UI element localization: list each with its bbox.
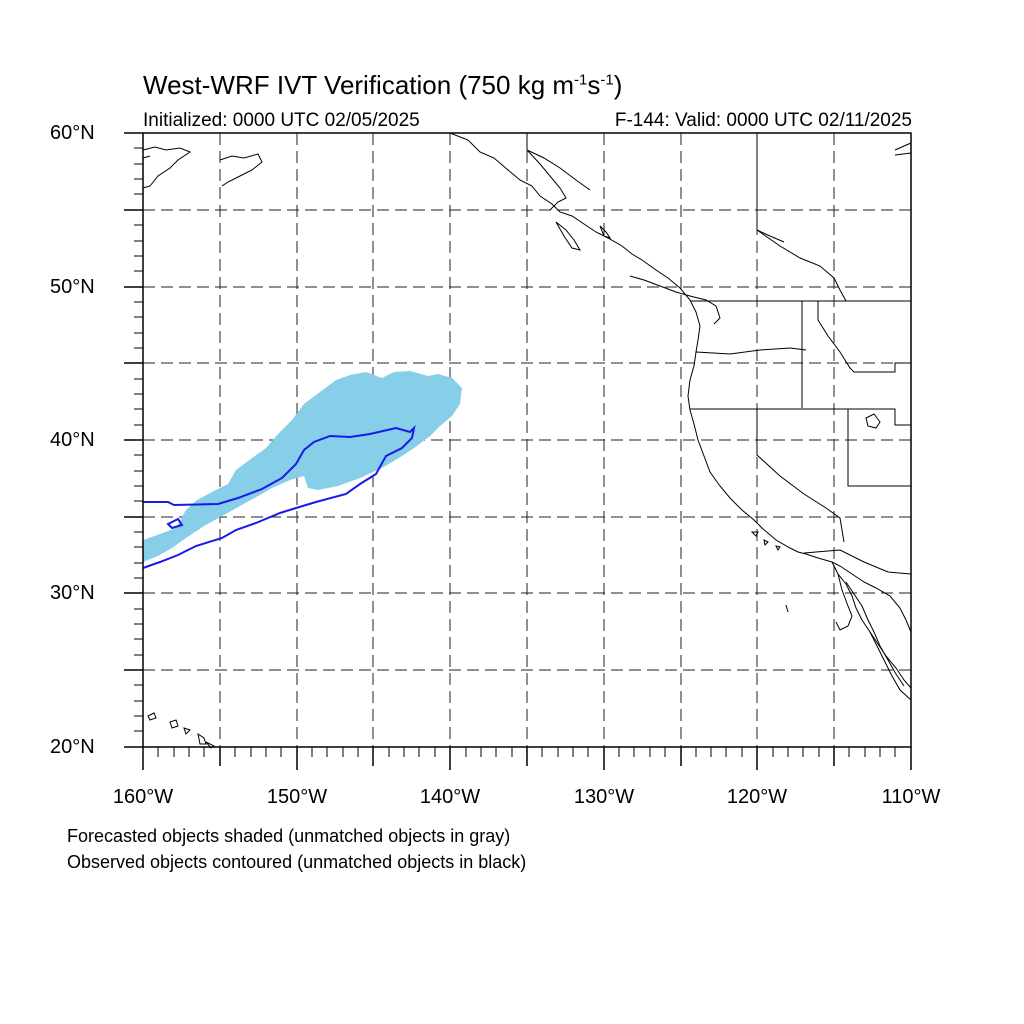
- minor-ticks: [134, 147, 896, 757]
- axis-ticks: [124, 132, 912, 770]
- lat-label-30n: 30°N: [50, 582, 95, 604]
- lon-label-160w: 160°W: [112, 786, 174, 808]
- political-borders: [526, 133, 912, 575]
- lon-label-120w: 120°W: [726, 786, 788, 808]
- map-title: West-WRF IVT Verification (750 kg m-1s-1…: [143, 70, 623, 100]
- valid-time-label: F-144: Valid: 0000 UTC 02/11/2025: [614, 110, 912, 131]
- init-time-label: Initialized: 0000 UTC 02/05/2025: [143, 110, 420, 131]
- lon-label-110w: 110°W: [881, 786, 941, 808]
- lat-label-20n: 20°N: [50, 736, 95, 758]
- lon-label-130w: 130°W: [573, 786, 635, 808]
- coastlines: [142, 132, 912, 749]
- forecast-object-shaded: [143, 371, 462, 562]
- lon-label-150w: 150°W: [266, 786, 328, 808]
- lat-label-40n: 40°N: [50, 429, 95, 451]
- footnote-observed: Observed objects contoured (unmatched ob…: [67, 852, 527, 872]
- lat-label-50n: 50°N: [50, 276, 95, 298]
- lon-label-140w: 140°W: [419, 786, 481, 808]
- lat-label-60n: 60°N: [50, 122, 95, 144]
- footnote-forecast: Forecasted objects shaded (unmatched obj…: [67, 826, 511, 846]
- observed-object-contours: [142, 424, 416, 569]
